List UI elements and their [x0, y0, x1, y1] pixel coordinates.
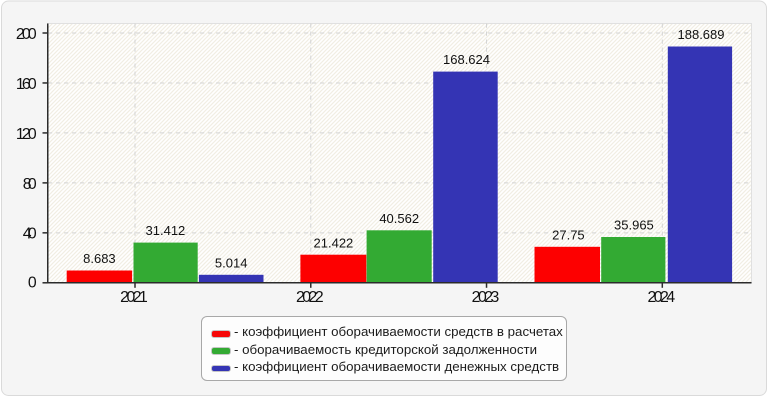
svg-text:120: 120: [16, 126, 37, 143]
svg-text:200: 200: [16, 26, 37, 43]
svg-text:2022: 2022: [296, 289, 324, 306]
svg-text:168.624: 168.624: [443, 52, 490, 67]
svg-text:5.014: 5.014: [215, 256, 248, 271]
svg-text:2023: 2023: [472, 289, 500, 306]
svg-text:0: 0: [28, 275, 37, 292]
svg-text:2024: 2024: [647, 289, 675, 306]
svg-text:21.422: 21.422: [314, 235, 354, 250]
svg-text:8.683: 8.683: [83, 251, 116, 266]
svg-text:31.412: 31.412: [146, 223, 186, 238]
svg-text:160: 160: [16, 76, 37, 93]
svg-text:40: 40: [23, 226, 37, 243]
svg-text:27.75: 27.75: [552, 228, 585, 243]
svg-text:40.562: 40.562: [379, 211, 419, 226]
svg-text:2021: 2021: [120, 289, 148, 306]
svg-text:188.689: 188.689: [678, 27, 725, 42]
svg-text:80: 80: [23, 176, 37, 193]
svg-text:35.965: 35.965: [614, 217, 654, 232]
